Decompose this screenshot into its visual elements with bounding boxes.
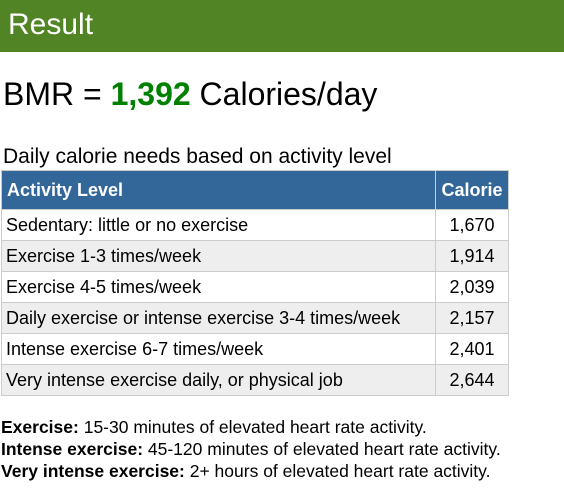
calorie-cell: 2,644 <box>435 364 509 396</box>
bmr-prefix: BMR = <box>3 76 111 112</box>
result-title: Result <box>8 8 94 41</box>
table-row: Very intense exercise daily, or physical… <box>1 364 509 396</box>
column-header-activity-level: Activity Level <box>1 170 436 210</box>
calorie-cell: 1,670 <box>435 209 509 241</box>
definitions: Exercise: 15-30 minutes of elevated hear… <box>1 416 501 482</box>
definition-exercise: Exercise: 15-30 minutes of elevated hear… <box>1 416 501 438</box>
definition-term: Exercise: <box>1 417 79 437</box>
calorie-cell: 1,914 <box>435 240 509 272</box>
bmr-result: BMR = 1,392 Calories/day <box>3 74 377 114</box>
calorie-table: Activity Level Calorie Sedentary: little… <box>1 170 509 396</box>
table-row: Exercise 1-3 times/week 1,914 <box>1 240 509 272</box>
activity-level-cell: Very intense exercise daily, or physical… <box>1 364 436 396</box>
definition-term: Intense exercise: <box>1 439 144 459</box>
table-row: Sedentary: little or no exercise 1,670 <box>1 209 509 241</box>
column-header-calorie: Calorie <box>435 170 509 210</box>
definition-very-intense-exercise: Very intense exercise: 2+ hours of eleva… <box>1 460 501 482</box>
table-row: Daily exercise or intense exercise 3-4 t… <box>1 302 509 334</box>
activity-level-cell: Daily exercise or intense exercise 3-4 t… <box>1 302 436 334</box>
activity-level-cell: Intense exercise 6-7 times/week <box>1 333 436 365</box>
definition-text: 15-30 minutes of elevated heart rate act… <box>78 417 427 437</box>
definition-text: 45-120 minutes of elevated heart rate ac… <box>143 439 501 459</box>
table-caption: Daily calorie needs based on activity le… <box>3 145 392 168</box>
definition-text: 2+ hours of elevated heart rate activity… <box>184 461 491 481</box>
activity-level-cell: Sedentary: little or no exercise <box>1 209 436 241</box>
activity-level-cell: Exercise 4-5 times/week <box>1 271 436 303</box>
table-row: Intense exercise 6-7 times/week 2,401 <box>1 333 509 365</box>
bmr-unit: Calories/day <box>190 76 378 112</box>
calorie-cell: 2,039 <box>435 271 509 303</box>
table-header-row: Activity Level Calorie <box>1 170 509 210</box>
calorie-cell: 2,401 <box>435 333 509 365</box>
calorie-cell: 2,157 <box>435 302 509 334</box>
definition-intense-exercise: Intense exercise: 45-120 minutes of elev… <box>1 438 501 460</box>
result-header: Result <box>0 0 564 52</box>
activity-level-cell: Exercise 1-3 times/week <box>1 240 436 272</box>
bmr-value: 1,392 <box>110 76 191 112</box>
table-row: Exercise 4-5 times/week 2,039 <box>1 271 509 303</box>
definition-term: Very intense exercise: <box>1 461 185 481</box>
